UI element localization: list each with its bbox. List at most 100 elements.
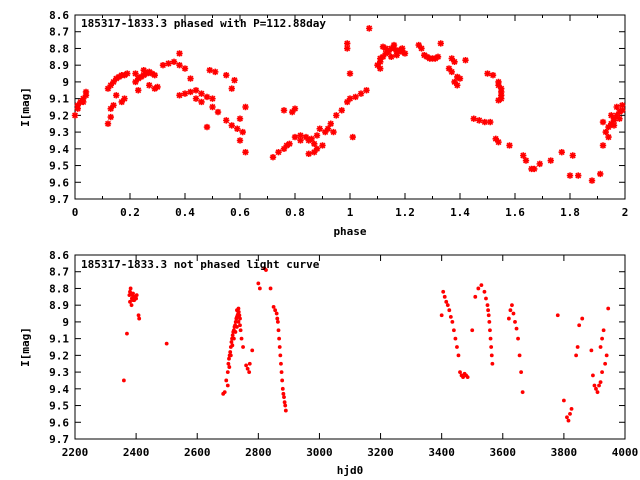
data-point bbox=[513, 320, 517, 324]
data-point bbox=[236, 306, 241, 311]
data-point bbox=[137, 316, 142, 321]
y-tick-label: 8.7 bbox=[49, 26, 69, 39]
data-point bbox=[135, 87, 142, 94]
data-point bbox=[575, 172, 582, 179]
y-tick-label: 8.7 bbox=[49, 266, 69, 279]
data-point bbox=[352, 93, 359, 101]
data-point bbox=[176, 50, 183, 57]
data-point bbox=[316, 125, 323, 132]
data-point bbox=[297, 132, 304, 139]
data-point bbox=[580, 316, 585, 321]
data-point bbox=[107, 82, 114, 89]
data-point bbox=[209, 103, 216, 111]
data-point bbox=[176, 92, 183, 99]
data-point bbox=[104, 120, 112, 127]
data-point bbox=[610, 117, 618, 124]
data-point bbox=[599, 118, 607, 126]
data-point bbox=[181, 90, 189, 97]
y-axis-label: I[mag] bbox=[19, 87, 32, 127]
data-point bbox=[222, 390, 227, 395]
data-point bbox=[238, 328, 243, 333]
data-point bbox=[128, 286, 133, 291]
data-point bbox=[311, 140, 318, 147]
y-tick-label: 9 bbox=[62, 76, 69, 89]
data-point bbox=[276, 328, 281, 333]
data-point bbox=[128, 299, 132, 304]
data-point bbox=[465, 375, 470, 380]
data-point bbox=[401, 50, 409, 57]
data-point bbox=[346, 95, 354, 102]
data-point bbox=[489, 345, 494, 349]
x-tick-label: 0.6 bbox=[230, 206, 250, 219]
y-tick-label: 9.2 bbox=[49, 109, 69, 122]
data-point bbox=[598, 345, 603, 349]
data-point bbox=[592, 383, 597, 388]
data-point bbox=[181, 65, 189, 72]
data-point bbox=[577, 323, 582, 328]
x-axis-label: phase bbox=[333, 225, 366, 238]
data-point bbox=[566, 172, 574, 179]
data-point bbox=[442, 294, 447, 299]
data-point bbox=[277, 345, 282, 349]
y-tick-label: 9.1 bbox=[49, 93, 69, 106]
y-tick-label: 9.7 bbox=[49, 193, 69, 206]
data-point bbox=[602, 128, 609, 136]
data-point bbox=[82, 88, 90, 96]
data-point bbox=[146, 82, 153, 89]
data-point bbox=[568, 412, 572, 416]
data-point bbox=[239, 336, 244, 341]
data-point bbox=[390, 45, 398, 52]
y-tick-label: 8.8 bbox=[49, 282, 69, 295]
data-point bbox=[228, 353, 233, 358]
data-point bbox=[531, 165, 538, 173]
data-point bbox=[561, 398, 566, 403]
data-point bbox=[225, 370, 230, 374]
data-point bbox=[393, 51, 400, 59]
x-tick-label: 1.4 bbox=[450, 206, 470, 219]
data-point bbox=[451, 328, 456, 333]
data-point bbox=[313, 145, 321, 153]
data-point bbox=[516, 336, 520, 341]
data-point bbox=[441, 289, 446, 294]
data-point bbox=[487, 118, 494, 126]
data-point bbox=[613, 103, 620, 111]
data-point bbox=[597, 383, 601, 388]
y-tick-label: 8.6 bbox=[49, 249, 69, 262]
data-point bbox=[476, 286, 481, 291]
data-series bbox=[71, 25, 626, 184]
data-point bbox=[327, 120, 334, 127]
data-point bbox=[498, 88, 505, 96]
data-point bbox=[271, 304, 276, 309]
data-point bbox=[250, 348, 255, 353]
data-point bbox=[377, 55, 384, 62]
data-point bbox=[176, 61, 183, 69]
data-point bbox=[415, 41, 422, 49]
x-tick-label: 0.4 bbox=[175, 206, 195, 219]
data-point bbox=[237, 313, 242, 318]
data-point bbox=[346, 70, 354, 77]
data-point bbox=[333, 112, 340, 119]
data-point bbox=[481, 118, 488, 126]
y-tick-label: 8.9 bbox=[49, 299, 69, 312]
data-point bbox=[595, 390, 600, 395]
data-point bbox=[170, 58, 178, 66]
data-point bbox=[482, 289, 487, 294]
y-tick-label: 9.4 bbox=[49, 143, 69, 156]
data-point bbox=[462, 56, 469, 64]
data-point bbox=[484, 296, 488, 301]
data-point bbox=[305, 150, 312, 158]
data-point bbox=[377, 65, 384, 72]
data-point bbox=[228, 350, 233, 354]
data-point bbox=[118, 98, 125, 106]
data-point bbox=[439, 313, 444, 318]
data-point bbox=[608, 112, 615, 119]
data-point bbox=[107, 113, 114, 121]
data-point bbox=[140, 67, 147, 74]
data-point bbox=[487, 320, 492, 324]
data-point bbox=[486, 313, 491, 318]
data-point bbox=[451, 78, 458, 86]
data-point bbox=[164, 341, 169, 346]
data-point bbox=[498, 92, 505, 99]
data-point bbox=[74, 102, 81, 109]
data-point bbox=[600, 336, 604, 341]
